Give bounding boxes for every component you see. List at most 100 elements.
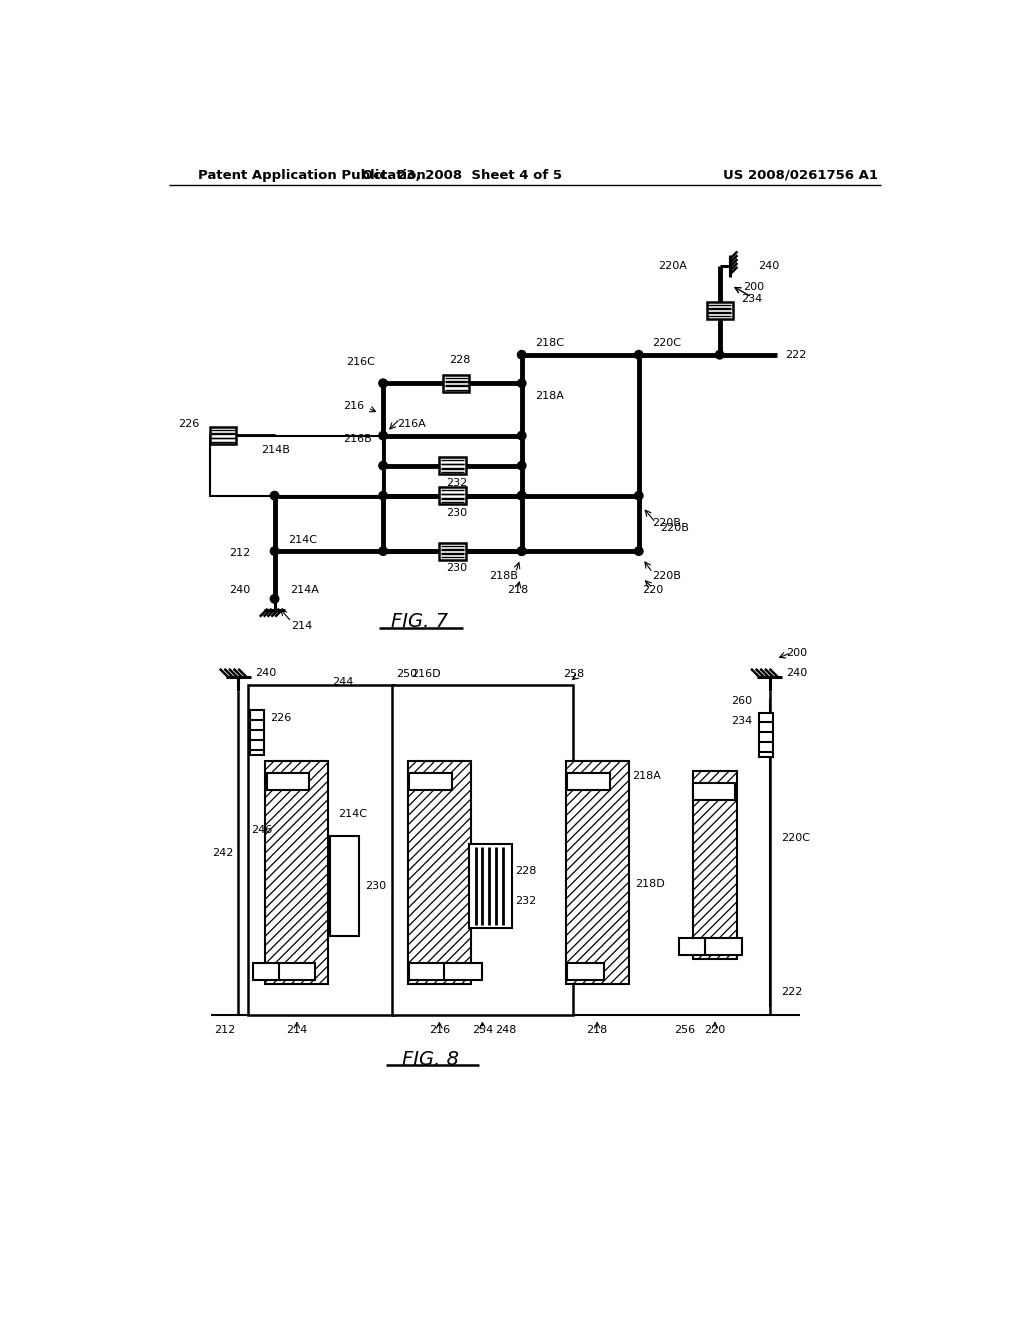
Circle shape [716,351,724,359]
Circle shape [517,462,526,470]
Text: 216A: 216A [397,418,426,429]
Text: 214D: 214D [252,966,280,977]
Bar [692,783,735,800]
Bar [250,710,264,755]
Text: 258: 258 [562,669,584,680]
Text: US 2008/0261756 A1: US 2008/0261756 A1 [723,169,878,182]
Text: 216C: 216C [346,356,376,367]
Text: 222: 222 [781,986,803,997]
Text: 214B: 214B [261,445,291,455]
Bar [278,964,314,979]
Text: 218C: 218C [536,338,564,348]
Circle shape [517,546,526,556]
Text: 216B: 216B [343,434,372,445]
Text: 220B: 220B [710,942,737,952]
Text: 240: 240 [255,668,276,677]
Text: 218: 218 [507,585,528,594]
Text: 216B: 216B [415,966,441,977]
Text: 230: 230 [445,564,467,573]
Circle shape [635,351,643,359]
Text: 212: 212 [214,1026,234,1035]
Bar [410,774,452,789]
Text: 226: 226 [178,418,200,429]
Text: 218B: 218B [572,966,599,977]
Text: 220B: 220B [652,570,682,581]
Text: 214: 214 [287,1026,307,1035]
Text: 220: 220 [705,1026,726,1035]
Circle shape [517,491,526,500]
Text: 220: 220 [642,585,664,594]
Text: 220D: 220D [678,942,706,952]
Text: 214A: 214A [290,585,318,594]
Text: 218B: 218B [489,570,518,581]
Bar [248,685,394,1015]
Text: 216A: 216A [450,966,477,977]
Circle shape [517,351,526,359]
Bar [679,939,705,956]
Text: 214C: 214C [338,809,367,820]
Text: 230: 230 [366,880,386,891]
Bar [443,375,469,392]
Text: 234: 234 [741,293,763,304]
Circle shape [517,546,526,556]
Text: 228: 228 [515,866,537,875]
Text: 218C: 218C [574,776,601,787]
Bar [267,774,309,789]
Text: 220B: 220B [660,523,689,533]
Bar [707,302,733,318]
Circle shape [635,546,643,556]
Text: 244: 244 [333,677,353,686]
Text: 260: 260 [731,696,753,706]
Text: 216D: 216D [412,669,441,680]
Circle shape [517,379,526,388]
Text: 220A: 220A [658,261,687,271]
Bar [408,760,471,983]
Circle shape [379,491,387,500]
Text: 216: 216 [343,400,364,411]
Text: 218: 218 [587,1026,608,1035]
Text: 240: 240 [758,261,779,271]
Text: FIG. 7: FIG. 7 [391,612,447,631]
Text: 232: 232 [445,478,467,487]
Text: 212: 212 [228,548,250,557]
Text: 214C: 214C [289,535,317,545]
Text: 240: 240 [228,585,250,594]
Bar [567,964,604,979]
Text: 200: 200 [742,282,764,292]
Bar [567,774,609,789]
Bar [469,843,512,928]
Text: Oct. 23, 2008  Sheet 4 of 5: Oct. 23, 2008 Sheet 4 of 5 [361,169,561,182]
Text: 220B: 220B [652,519,682,528]
Bar [210,436,383,496]
Bar [759,713,773,758]
Bar [253,964,280,979]
Text: 218A: 218A [633,771,662,781]
Text: 214B: 214B [274,776,301,787]
Text: 220C: 220C [781,833,810,842]
Text: Patent Application Publication: Patent Application Publication [199,169,426,182]
Text: 218A: 218A [536,391,564,400]
Text: 250: 250 [396,669,418,680]
Text: 218D: 218D [635,879,665,888]
Circle shape [270,546,279,556]
Circle shape [517,491,526,500]
Text: 200: 200 [786,648,808,657]
Text: 220C: 220C [652,338,682,348]
Text: 222: 222 [785,350,807,360]
Bar [439,457,466,474]
Bar [692,771,737,960]
Bar [410,964,446,979]
Circle shape [379,462,387,470]
Circle shape [379,379,387,388]
Bar [565,760,629,983]
Bar [210,428,237,444]
Text: 214A: 214A [283,966,309,977]
Text: 228: 228 [450,355,471,366]
Text: 256: 256 [675,1026,695,1035]
Text: 216C: 216C [417,776,443,787]
Text: 252: 252 [569,787,591,796]
Text: 226: 226 [270,713,291,723]
Text: 220A: 220A [700,787,727,796]
Text: FIG. 8: FIG. 8 [402,1049,460,1069]
Circle shape [379,546,387,556]
